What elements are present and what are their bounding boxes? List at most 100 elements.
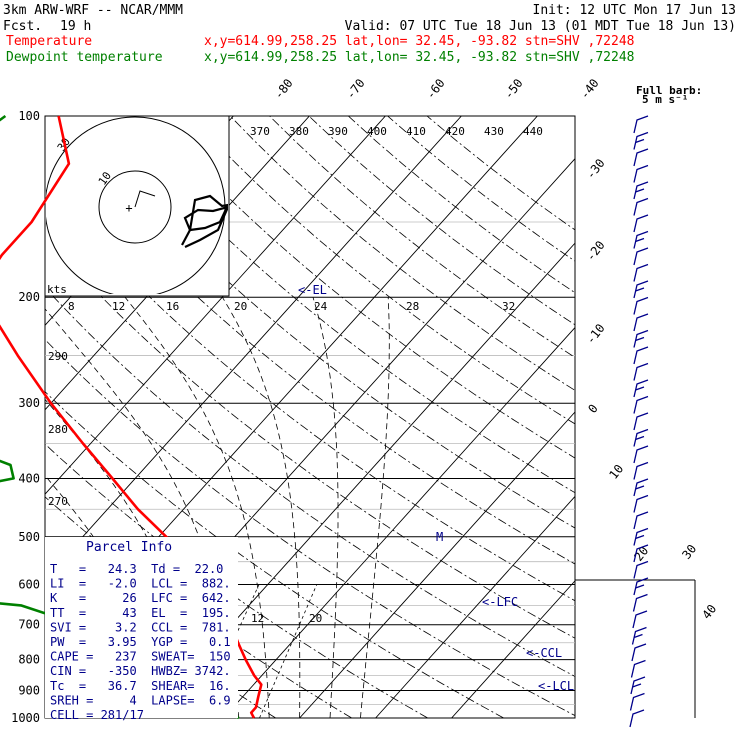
isotherm-30 — [299, 411, 575, 718]
isotherm-label--10: -10 — [583, 321, 607, 347]
hodograph-box — [44, 115, 230, 297]
wind-barb — [633, 461, 649, 480]
freezing-marker: M — [436, 530, 443, 544]
isotherm-label--20: -20 — [583, 238, 607, 264]
wind-barb — [630, 676, 646, 695]
marker-lcl: <-LCL — [538, 679, 574, 693]
hodograph: + 10 30 — [44, 115, 230, 297]
wind-barb — [633, 197, 649, 216]
dry-adiabat-370 — [45, 183, 575, 602]
dry-adiabat-400 — [111, 116, 575, 494]
wind-barb — [633, 560, 649, 579]
parcel-info-panel: Parcel Info T = 24.3 Td = 22.0LI = -2.0 … — [45, 537, 238, 722]
speed-label-32: 32 — [502, 300, 515, 313]
dry-adiabat-410 — [151, 116, 575, 459]
dry-adiabat-420 — [190, 116, 575, 425]
theta-e-label-380: 380 — [289, 125, 309, 138]
isotherm-20 — [223, 326, 575, 718]
hodograph-line — [134, 190, 156, 208]
theta-e-label-430: 430 — [484, 125, 504, 138]
dry-adiabat-450 — [308, 116, 575, 326]
wind-barb — [633, 131, 649, 150]
wind-barb — [631, 643, 647, 662]
temperature-location: x,y=614.99,258.25 lat,lon= 32.45, -93.82… — [204, 34, 634, 49]
marker-el: <-EL — [298, 283, 327, 297]
wind-barb — [633, 313, 649, 332]
pressure-label-500: 500 — [18, 530, 40, 544]
wind-barb — [631, 626, 647, 645]
speed-label-8: 8 — [68, 300, 75, 313]
wind-barb — [633, 247, 649, 266]
wind-barb — [633, 329, 649, 348]
marker-lfc: <-LFC — [482, 595, 518, 609]
isotherm-labels: -80 -70 -60 -50 -40 -30 -20 -10 0 10 20 30 40 — [271, 76, 719, 622]
dry-adiabat-380 — [45, 130, 575, 565]
pressure-label-400: 400 — [18, 471, 40, 485]
mixing-ratio-20 — [259, 584, 318, 718]
theta-e-label-390: 390 — [328, 125, 348, 138]
hodograph-ring-10 — [98, 170, 172, 244]
dry-adiabat-480 — [426, 116, 575, 231]
wind-barb — [633, 181, 649, 200]
dry-adiabat-360 — [45, 235, 575, 639]
wind-barb — [629, 692, 645, 711]
pressure-label-300: 300 — [18, 396, 40, 410]
wind-barb — [633, 527, 649, 546]
wind-barb — [632, 593, 648, 612]
parcel-row-9: SREH = 4 LAPSE= 6.9 — [50, 693, 231, 707]
isotherm-label-40: 40 — [699, 602, 719, 622]
pressure-label-1000: 1000 — [11, 711, 40, 725]
parcel-info-title: Parcel Info — [86, 540, 172, 555]
wind-barbs — [629, 115, 649, 728]
isotherm-label--60: -60 — [423, 76, 447, 102]
isotherm-label-10: 10 — [606, 462, 626, 482]
parcel-row-5: PW = 3.95 YGP = 0.1 — [50, 635, 231, 649]
pressure-label-700: 700 — [18, 618, 40, 632]
theta-e-label-420: 420 — [445, 125, 465, 138]
speed-label-12: 12 — [112, 300, 125, 313]
dry-adiabat-350 — [45, 286, 575, 677]
moist-adiabat-34 — [312, 297, 339, 718]
isotherm-label-0: 0 — [585, 402, 600, 416]
marker-ccl: <-CCL — [526, 646, 562, 660]
moist-adiabat-38 — [360, 297, 390, 718]
temperature-legend: Temperature — [6, 34, 92, 49]
speed-label-16: 16 — [166, 300, 179, 313]
valid-time: Valid: 07 UTC Tue 18 Jun 13 (01 MDT Tue … — [345, 19, 736, 34]
speed-label-24: 24 — [314, 300, 328, 313]
moist-adiabat-26 — [124, 296, 270, 718]
theta-e-label-400: 400 — [367, 125, 387, 138]
wind-barb — [633, 263, 649, 282]
wind-barb — [633, 428, 649, 447]
isotherm-label--40: -40 — [577, 76, 601, 102]
parcel-row-4: SVI = 3.2 CCL = 781. — [50, 620, 231, 634]
parcel-row-0: T = 24.3 Td = 22.0 — [50, 562, 223, 576]
parcel-row-2: K = 26 LFC = 642. — [50, 591, 231, 605]
parcel-row-7: CIN = -350 HWBZ= 3742. — [50, 664, 231, 678]
pressure-label-100: 100 — [18, 109, 40, 123]
isotherm--30 — [45, 116, 386, 495]
hodograph-trace — [181, 194, 228, 248]
parcel-row-10: CELL = 281/17 — [50, 708, 144, 722]
moist-adiabat-30 — [222, 296, 301, 718]
wind-barb — [633, 280, 649, 299]
dewpoint-location: x,y=614.99,258.25 lat,lon= 32.45, -93.82… — [204, 50, 634, 65]
barb-units: 5 m s⁻¹ — [642, 93, 688, 106]
theta-label-280: 280 — [48, 423, 68, 436]
hodograph-center: + — [125, 201, 132, 215]
barb-title: Full barb: — [636, 84, 702, 97]
parcel-row-3: TT = 43 EL = 195. — [50, 606, 231, 620]
isotherm--80 — [0, 116, 5, 718]
speed-unit-label: kts — [47, 283, 67, 296]
isotherm-50 — [451, 580, 575, 718]
wind-barb — [629, 709, 645, 728]
dry-adiabat-440 — [269, 116, 575, 358]
dry-adiabat-430 — [229, 116, 575, 391]
parcel-row-8: Tc = 36.7 SHEAR= 16. — [50, 679, 231, 693]
speed-label-28: 28 — [406, 300, 419, 313]
wind-barb — [633, 164, 649, 183]
wind-barb — [633, 577, 649, 596]
pressure-label-800: 800 — [18, 653, 40, 667]
wind-barb — [633, 478, 649, 497]
